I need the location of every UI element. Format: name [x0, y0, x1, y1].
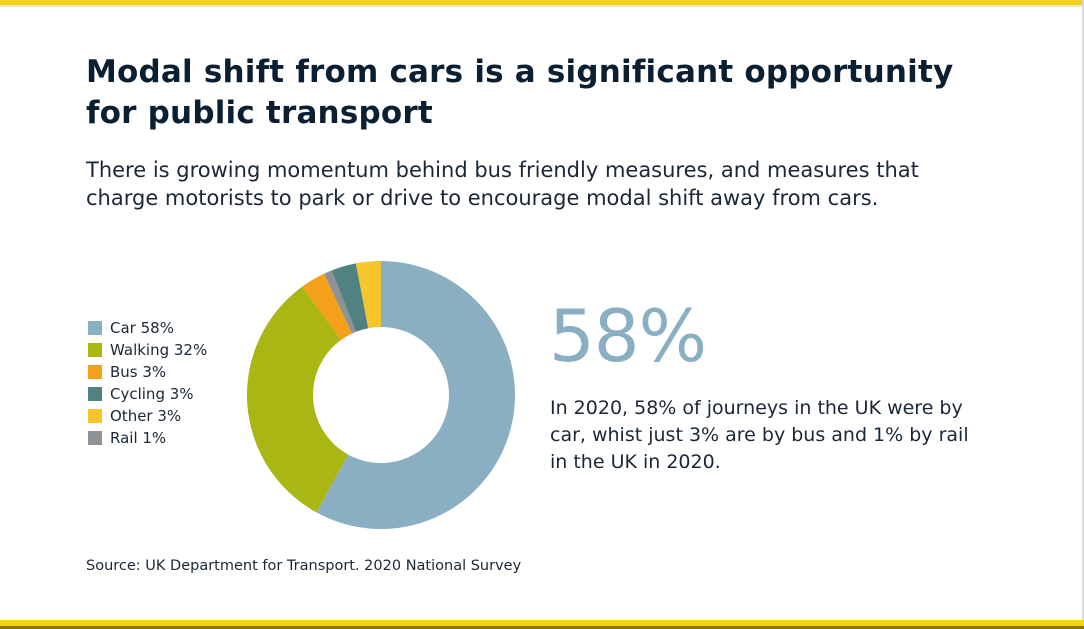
headline-stat: 58%: [549, 294, 707, 378]
legend-swatch-rail: [88, 431, 102, 445]
chart-legend: Car 58% Walking 32% Bus 3% Cycling 3% Ot…: [88, 318, 288, 450]
legend-swatch-other: [88, 409, 102, 423]
page-title: Modal shift from cars is a significant o…: [86, 54, 954, 131]
page-subtitle: There is growing momentum behind bus fri…: [86, 158, 919, 210]
top-accent-bar: [0, 0, 1084, 5]
top-accent-line: [0, 5, 1084, 7]
legend-item-bus: Bus 3%: [88, 362, 288, 384]
legend-swatch-car: [88, 321, 102, 335]
bottom-accent-bar: [0, 620, 1084, 629]
legend-item-rail: Rail 1%: [88, 428, 288, 450]
legend-label-bus: Bus 3%: [110, 363, 167, 381]
donut-slice-bus: [302, 273, 353, 340]
donut-slice-walking: [247, 286, 349, 513]
legend-label-other: Other 3%: [110, 407, 182, 425]
legend-label-car: Car 58%: [110, 319, 174, 337]
donut-slice-car: [316, 261, 515, 529]
right-edge-border: [1082, 0, 1084, 629]
legend-swatch-bus: [88, 365, 102, 379]
legend-swatch-cycling: [88, 387, 102, 401]
legend-label-rail: Rail 1%: [110, 429, 167, 447]
stat-description: In 2020, 58% of journeys in the UK were …: [550, 397, 969, 473]
legend-label-walking: Walking 32%: [110, 341, 208, 359]
source-note: Source: UK Department for Transport. 202…: [86, 558, 522, 574]
legend-item-cycling: Cycling 3%: [88, 384, 288, 406]
donut-slice-rail: [323, 270, 356, 334]
donut-slice-other: [355, 261, 381, 329]
donut-slice-cycling: [331, 263, 369, 332]
legend-item-other: Other 3%: [88, 406, 288, 428]
legend-label-cycling: Cycling 3%: [110, 385, 194, 403]
donut-chart: [247, 261, 515, 529]
legend-item-car: Car 58%: [88, 318, 288, 340]
legend-swatch-walking: [88, 343, 102, 357]
legend-item-walking: Walking 32%: [88, 340, 288, 362]
